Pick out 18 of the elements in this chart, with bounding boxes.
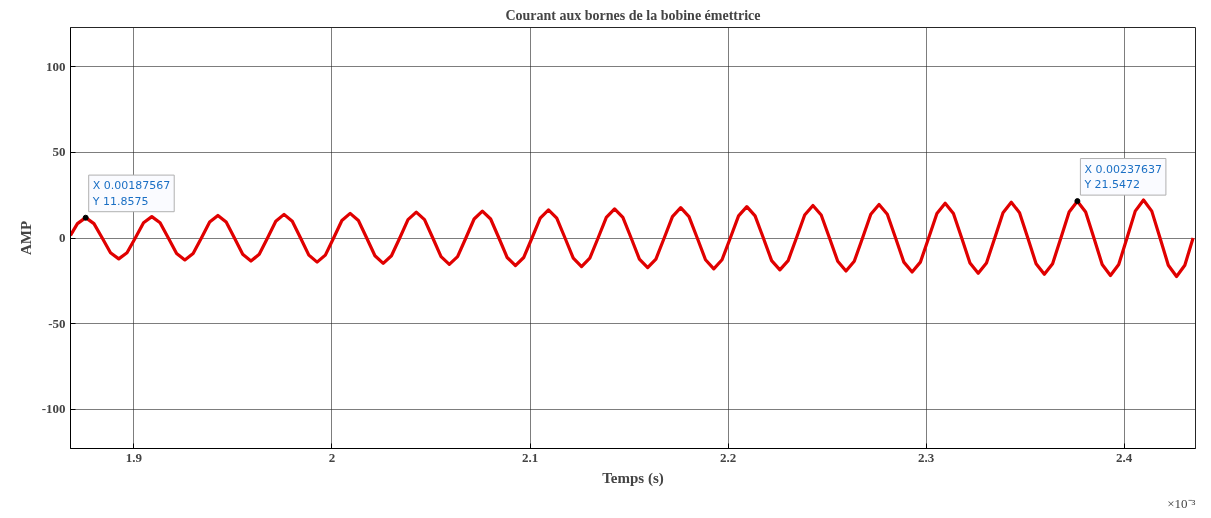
y-axis-title: AMP	[17, 220, 34, 256]
x-tick-label: 2.3	[918, 449, 935, 465]
chart-title: Courant aux bornes de la bobine émettrice	[505, 7, 761, 23]
y-tick-label: -50	[48, 315, 66, 331]
annotation: X 0.00237637 Y 21.5472	[1083, 162, 1162, 192]
annotation: X 0.00187567 Y 11.8575	[91, 179, 171, 208]
x-tick-label: 1.9	[125, 449, 143, 465]
y-tick-label: 0	[59, 230, 66, 245]
text: ×10⁻³	[1167, 495, 1196, 511]
x-tick-label: 2.4	[1116, 449, 1133, 465]
x-tick-label: 2	[328, 449, 336, 465]
x-tick-label: 2.2	[719, 449, 737, 465]
y-tick-label: -100	[41, 401, 66, 417]
y-tick-label: 100	[46, 58, 66, 74]
x-axis-title: Temps (s)	[602, 469, 664, 487]
line-series	[70, 198, 1195, 279]
y-tick-label: 50	[52, 144, 66, 160]
x-tick-label: 2.1	[521, 449, 539, 465]
